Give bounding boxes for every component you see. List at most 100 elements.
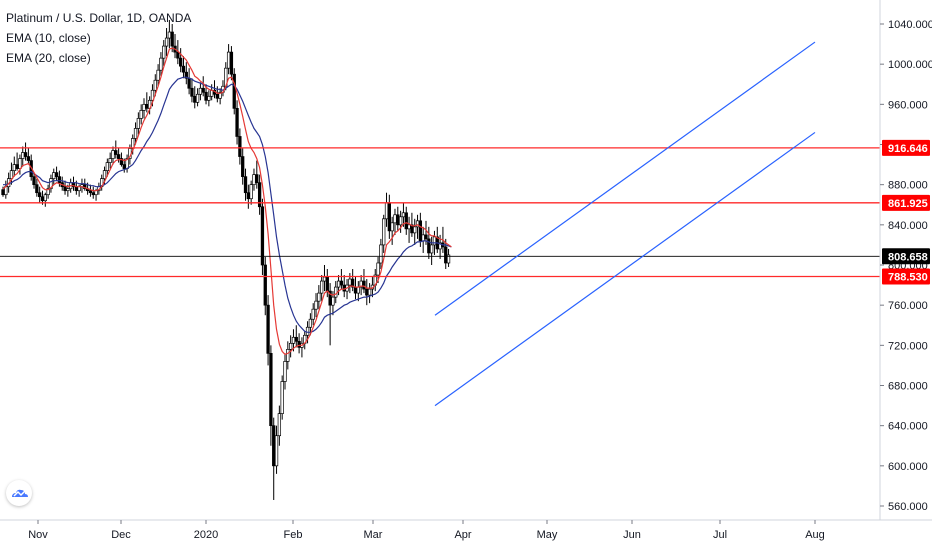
price-tag-box xyxy=(882,268,930,285)
price-axis[interactable]: 1040.0001000.000960.000920.000880.000840… xyxy=(880,19,932,513)
candle-body xyxy=(204,91,208,101)
ema10-legend[interactable]: EMA (10, close) xyxy=(6,31,91,45)
time-tick-label: May xyxy=(537,529,558,541)
chart-legend: Platinum / U.S. Dollar, 1D, OANDA EMA (1… xyxy=(6,8,191,68)
candle-body xyxy=(257,182,262,208)
candle-body xyxy=(291,336,296,344)
candles-layer xyxy=(1,19,451,500)
candle-body xyxy=(162,45,166,59)
ema20-legend[interactable]: EMA (20, close) xyxy=(6,51,91,65)
candle-body xyxy=(156,69,160,81)
candle-body xyxy=(232,73,236,109)
candle-body xyxy=(179,57,183,67)
candle-body xyxy=(272,425,276,467)
candle-body xyxy=(398,216,403,226)
candle-body xyxy=(286,349,290,362)
candle-body xyxy=(195,93,200,103)
price-tick-label: 600.000 xyxy=(888,461,928,473)
candle-body xyxy=(49,178,53,190)
candle-body xyxy=(429,244,434,254)
candle-body xyxy=(145,103,149,109)
candle-body xyxy=(241,156,245,177)
candle-body xyxy=(277,413,282,437)
candle-body xyxy=(21,152,25,159)
price-tick-label: 640.000 xyxy=(888,421,928,433)
channel-line-lower[interactable] xyxy=(434,131,816,407)
candle-body xyxy=(269,353,273,427)
candle-body xyxy=(351,278,355,288)
candle-body xyxy=(198,87,203,95)
time-tick-label: Feb xyxy=(284,529,303,541)
candle-body xyxy=(18,158,22,169)
time-tick-label: Jul xyxy=(713,529,727,541)
candle-body xyxy=(193,95,197,103)
candle-body xyxy=(342,284,346,292)
candle-body xyxy=(305,326,310,336)
channel-line-upper[interactable] xyxy=(434,41,816,316)
candle-body xyxy=(320,280,324,294)
candle-body xyxy=(393,214,397,224)
price-tag-box xyxy=(882,194,930,211)
candle-body xyxy=(407,224,411,230)
candle-body xyxy=(43,194,47,202)
candle-body xyxy=(52,172,56,179)
candle-body xyxy=(353,286,358,294)
candle-body xyxy=(159,57,163,71)
candle-body xyxy=(334,286,338,298)
candle-body xyxy=(32,176,36,186)
candle-body xyxy=(401,212,406,218)
candle-body xyxy=(288,342,293,350)
candle-body xyxy=(283,361,287,382)
symbol-title[interactable]: Platinum / U.S. Dollar, 1D, OANDA xyxy=(6,11,192,25)
candle-body xyxy=(40,196,45,202)
time-tick-label: Nov xyxy=(28,529,48,541)
time-tick-label: Dec xyxy=(111,529,131,541)
price-tick-label: 680.000 xyxy=(888,381,928,393)
candle-body xyxy=(187,77,191,89)
candle-body xyxy=(190,87,194,97)
candle-body xyxy=(382,218,386,246)
candle-body xyxy=(376,262,380,276)
price-tick-label: 840.000 xyxy=(888,220,928,232)
price-tick-label: 760.000 xyxy=(888,300,928,312)
candle-body xyxy=(266,304,270,354)
candle-body xyxy=(136,118,141,129)
candle-body xyxy=(207,95,211,101)
candle-body xyxy=(133,128,138,139)
time-axis[interactable]: Nov Dec 2020 Feb Mar Apr May Jun Jul Aug xyxy=(28,520,825,541)
candle-body xyxy=(294,336,298,342)
candle-body xyxy=(153,79,157,91)
cloud-icon xyxy=(12,489,28,497)
candle-body xyxy=(314,300,318,310)
price-tag-label: 808.658 xyxy=(888,251,928,263)
candle-body xyxy=(365,288,369,296)
candle-body xyxy=(238,136,242,157)
candle-body xyxy=(413,226,417,234)
candle-body xyxy=(54,172,59,177)
candle-body xyxy=(23,152,28,157)
candle-body xyxy=(367,288,372,296)
price-tags: 916.646 861.925 808.658 788.530 xyxy=(882,139,930,285)
price-tick-label: 1040.000 xyxy=(888,19,932,31)
candle-body xyxy=(15,164,19,169)
candle-body xyxy=(38,192,42,198)
ema-layer xyxy=(2,47,452,356)
candle-body xyxy=(150,89,155,101)
candle-body xyxy=(249,184,253,200)
candle-body xyxy=(255,174,259,184)
candle-body xyxy=(263,264,267,306)
candle-body xyxy=(201,87,205,93)
drawings-layer xyxy=(0,41,880,407)
candle-body xyxy=(142,103,146,111)
candle-body xyxy=(362,280,366,290)
price-tick-label: 880.000 xyxy=(888,180,928,192)
price-tag-label: 788.530 xyxy=(888,272,928,284)
candle-body xyxy=(404,212,408,230)
tradingview-logo-icon[interactable] xyxy=(6,480,32,506)
candle-body xyxy=(246,192,250,200)
price-tick-label: 720.000 xyxy=(888,340,928,352)
price-tick-label: 960.000 xyxy=(888,99,928,111)
candle-body xyxy=(88,190,93,194)
candle-body xyxy=(114,150,118,155)
